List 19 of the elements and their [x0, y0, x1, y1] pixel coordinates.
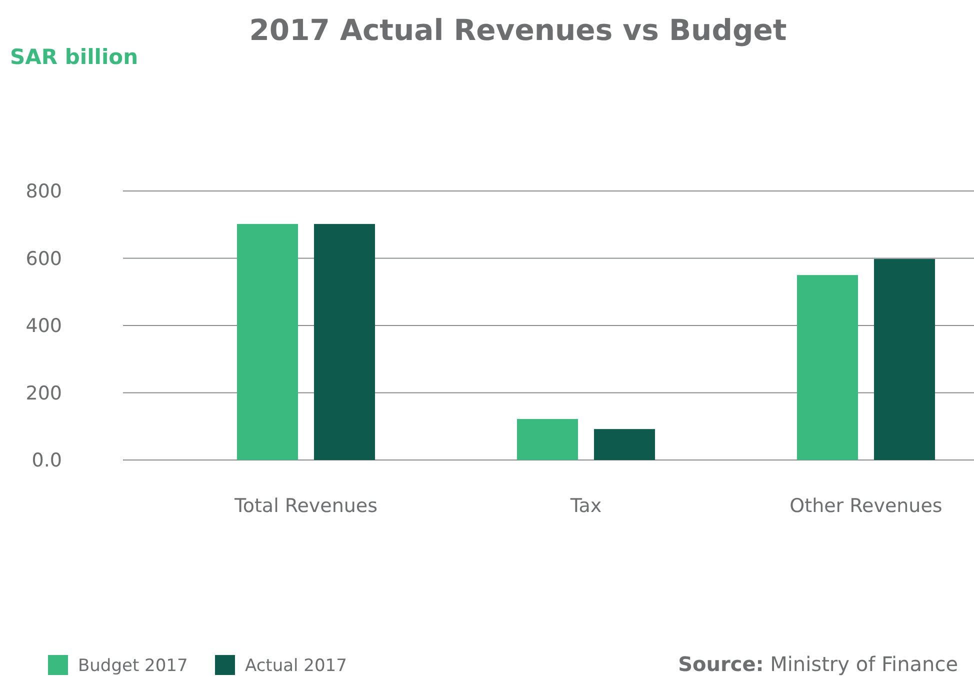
y-tick-label: 200: [26, 382, 62, 404]
y-tick-label: 600: [26, 248, 62, 270]
text: SAR billion: [10, 45, 138, 69]
chart-title: 2017 Actual Revenues vs Budget: [249, 13, 787, 47]
bar: [797, 275, 858, 460]
legend-label: Budget 2017: [78, 656, 188, 676]
legend-label: Actual 2017: [245, 656, 347, 676]
y-tick-label: 400: [26, 315, 62, 338]
x-tick-label: Other Revenues: [790, 495, 942, 517]
bar: [517, 418, 578, 460]
bar: [594, 429, 655, 460]
y-tick-label: 800: [26, 180, 62, 203]
x-tick-label: Total Revenues: [233, 495, 378, 517]
source-note: Source: Ministry of Finance: [678, 652, 958, 676]
y-tick-label: 0.0: [32, 450, 62, 472]
bar: [237, 224, 298, 460]
bar: [314, 224, 375, 460]
bar: [874, 258, 935, 460]
x-tick-label: Tax: [569, 495, 602, 517]
